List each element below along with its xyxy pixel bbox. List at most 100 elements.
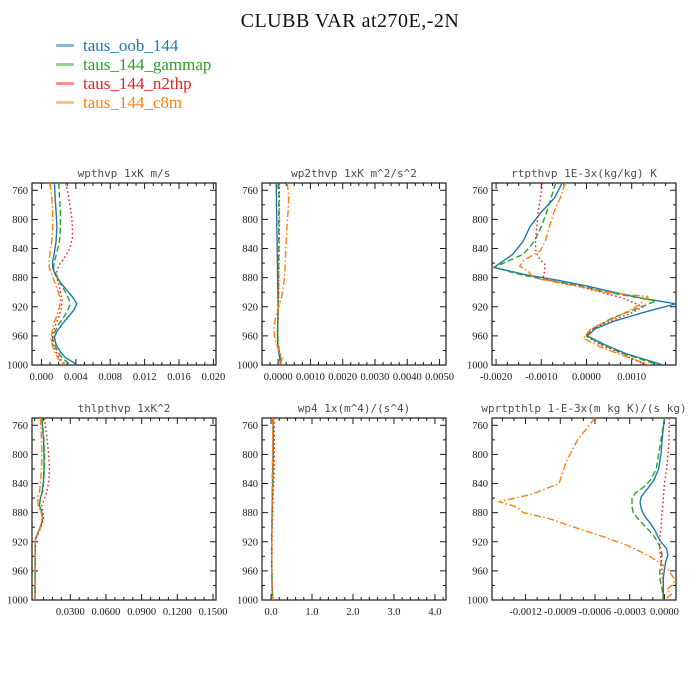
y-tick-label: 800 xyxy=(472,215,488,226)
y-tick-label: 1000 xyxy=(467,361,488,372)
x-tick-label: -0.0009 xyxy=(544,607,576,618)
y-tick-label: 880 xyxy=(242,508,258,519)
chart-panel-wpthvp: wpthvp 1xK m/s 0.000 0.004 0.008 0.012 0.016 0… xyxy=(0,165,233,400)
y-tick-label: 920 xyxy=(242,302,258,313)
series-group xyxy=(48,183,78,365)
y-tick-label: 840 xyxy=(242,244,258,255)
legend-item-label: taus_144_n2thp xyxy=(83,74,192,93)
series-line-taus_144_c8m xyxy=(270,418,274,600)
legend-item: taus_144_n2thp xyxy=(56,74,211,93)
plot-box xyxy=(491,417,677,601)
series-line-taus_144_n2thp xyxy=(534,183,646,365)
series-line-taus_144_gammap xyxy=(493,183,660,365)
legend-item: taus_144_c8m xyxy=(56,93,211,112)
y-tick-label: 800 xyxy=(242,215,258,226)
x-tick-label: 1.0 xyxy=(305,607,318,618)
y-tick-label: 800 xyxy=(242,450,258,461)
y-tick-label: 920 xyxy=(12,537,28,548)
legend-line-marker xyxy=(56,63,74,67)
x-tick-label: 4.0 xyxy=(428,607,441,618)
series-group xyxy=(273,183,290,365)
x-tick-label: 0.000 xyxy=(30,372,54,383)
x-tick-label: 0.0010 xyxy=(617,372,646,383)
y-tick-label: 1000 xyxy=(237,596,258,607)
x-tick-label: 0.0000 xyxy=(572,372,601,383)
page-title: CLUBB VAR at270E,-2N xyxy=(240,10,460,32)
x-tick-label: 0.0900 xyxy=(127,607,156,618)
x-tick-label: 3.0 xyxy=(387,607,400,618)
panel-title: wp4 1x(m^4)/(s^4) xyxy=(298,402,411,415)
y-tick-label: 920 xyxy=(472,302,488,313)
x-tick-label: 0.0000 xyxy=(650,607,679,618)
chart-panel-wprtpthlp: wprtpthlp 1-E-3x(m kg K)/(s kg) -0.0012 -0… xyxy=(460,400,693,635)
y-tick-label: 760 xyxy=(12,186,28,197)
x-tick-label: 0.0050 xyxy=(425,372,454,383)
y-tick-label: 760 xyxy=(12,421,28,432)
y-tick-label: 840 xyxy=(472,479,488,490)
plot-box xyxy=(491,182,677,366)
x-tick-label: 0.012 xyxy=(133,372,157,383)
panel-title: rtpthvp 1E-3x(kg/kg) K xyxy=(511,167,657,180)
series-line-taus_144_c8m xyxy=(273,183,290,365)
x-tick-label: 0.0010 xyxy=(296,372,325,383)
panel-title: thlpthvp 1xK^2 xyxy=(78,402,171,415)
series-group xyxy=(498,418,675,600)
y-tick-label: 920 xyxy=(242,537,258,548)
x-tick-label: 0.0040 xyxy=(393,372,422,383)
x-tick-label: 2.0 xyxy=(346,607,359,618)
plot-box xyxy=(261,417,447,601)
panel-title: wp2thvp 1xK m^2/s^2 xyxy=(291,167,417,180)
plot-box xyxy=(31,182,217,366)
chart-svg-wpthvp: wpthvp 1xK m/s 0.000 0.004 0.008 0.012 0.016 0… xyxy=(7,167,226,383)
series-line-taus_oob_144 xyxy=(639,418,669,600)
y-tick-label: 880 xyxy=(472,508,488,519)
y-tick-label: 960 xyxy=(472,566,488,577)
x-tick-label: 0.020 xyxy=(202,372,226,383)
series-line-taus_144_gammap xyxy=(277,183,282,365)
x-tick-label: -0.0003 xyxy=(614,607,646,618)
legend-item-label: taus_144_c8m xyxy=(83,93,183,112)
chart-svg-rtpthvp: rtpthvp 1E-3x(kg/kg) K -0.0020 -0.0010 0.00… xyxy=(467,167,677,383)
x-tick-label: 0.1200 xyxy=(163,607,192,618)
series-line-taus_144_c8m xyxy=(498,418,675,600)
y-tick-label: 840 xyxy=(12,479,28,490)
legend-line-marker xyxy=(56,44,74,48)
series-line-taus_144_c8m xyxy=(34,418,43,600)
y-tick-label: 960 xyxy=(472,331,488,342)
series-group xyxy=(493,183,676,365)
x-tick-label: 0.0000 xyxy=(264,372,293,383)
y-tick-label: 760 xyxy=(472,421,488,432)
chart-panel-rtpthvp: rtpthvp 1E-3x(kg/kg) K -0.0020 -0.0010 0.00… xyxy=(460,165,693,400)
y-tick-label: 880 xyxy=(242,273,258,284)
y-tick-label: 840 xyxy=(12,244,28,255)
legend-item-label: taus_oob_144 xyxy=(83,36,179,55)
y-tick-label: 1000 xyxy=(467,596,488,607)
legend-item-label: taus_144_gammap xyxy=(83,55,212,74)
series-line-taus_144_gammap xyxy=(631,418,666,600)
y-tick-label: 1000 xyxy=(7,596,28,607)
y-tick-label: 960 xyxy=(12,331,28,342)
x-tick-label: 0.008 xyxy=(98,372,122,383)
legend-item: taus_144_gammap xyxy=(56,55,211,74)
x-tick-label: 0.1500 xyxy=(199,607,228,618)
series-line-taus_144_gammap xyxy=(51,183,72,365)
x-tick-label: -0.0006 xyxy=(579,607,611,618)
x-tick-label: 0.0 xyxy=(264,607,277,618)
x-tick-label: -0.0012 xyxy=(509,607,541,618)
y-tick-label: 1000 xyxy=(237,361,258,372)
chart-svg-wprtpthlp: wprtpthlp 1-E-3x(m kg K)/(s kg)-0.0012 -0… xyxy=(467,402,687,618)
y-tick-label: 960 xyxy=(242,566,258,577)
legend-item: taus_oob_144 xyxy=(56,36,211,55)
x-tick-label: 0.0020 xyxy=(328,372,357,383)
x-tick-label: 0.004 xyxy=(64,372,88,383)
plot-box xyxy=(31,417,217,601)
legend-line-marker xyxy=(56,101,74,105)
x-tick-label: -0.0010 xyxy=(525,372,557,383)
y-tick-label: 880 xyxy=(12,508,28,519)
legend: taus_oob_144 taus_144_gammap taus_144_n2… xyxy=(56,36,211,112)
y-tick-label: 880 xyxy=(12,273,28,284)
chart-panel-thlpthvp: thlpthvp 1xK^2 0.0300 0.0600 0.0900 0.1200 0.… xyxy=(0,400,233,635)
series-group xyxy=(270,418,275,600)
y-tick-label: 960 xyxy=(12,566,28,577)
